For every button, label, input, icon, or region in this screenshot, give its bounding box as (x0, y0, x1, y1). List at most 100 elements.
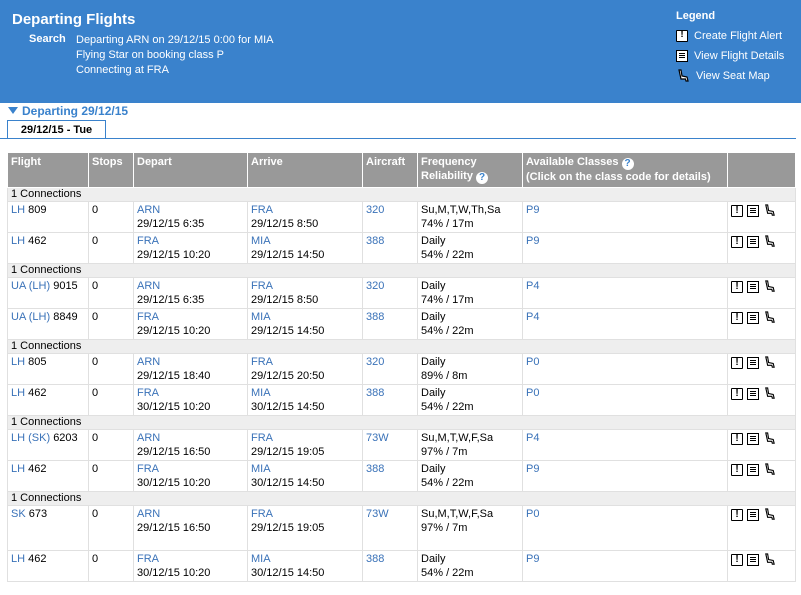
carrier-link[interactable]: LH (11, 553, 26, 565)
aircraft-link[interactable]: 388 (366, 235, 385, 247)
carrier-link[interactable]: LH (11, 204, 26, 216)
class-code-link[interactable]: P4 (526, 432, 540, 444)
class-code-link[interactable]: P4 (526, 280, 540, 292)
col-flight: Flight (7, 152, 89, 188)
details-icon[interactable] (747, 280, 759, 293)
depart-airport-link[interactable]: FRA (137, 553, 159, 565)
alert-icon[interactable] (731, 508, 743, 522)
arrive-airport-link[interactable]: FRA (251, 280, 273, 292)
depart-airport-link[interactable]: FRA (137, 387, 159, 399)
alert-icon[interactable] (731, 432, 743, 446)
carrier-link[interactable]: UA (11, 280, 26, 292)
seat-icon[interactable] (763, 387, 776, 400)
depart-airport-link[interactable]: FRA (137, 235, 159, 247)
arrive-airport-link[interactable]: MIA (251, 235, 271, 247)
carrier-link[interactable]: UA (11, 311, 26, 323)
alert-icon[interactable] (731, 553, 743, 567)
details-icon[interactable] (747, 553, 759, 566)
tab-date[interactable]: 29/12/15 - Tue (7, 120, 106, 139)
depart-cell: FRA 29/12/15 10:20 (133, 308, 248, 340)
class-code-link[interactable]: P0 (526, 508, 540, 520)
depart-airport-link[interactable]: FRA (137, 463, 159, 475)
depart-airport-link[interactable]: ARN (137, 432, 161, 444)
seat-icon[interactable] (763, 508, 776, 521)
details-icon[interactable] (747, 387, 759, 400)
alert-icon[interactable] (731, 463, 743, 477)
depart-cell: FRA 30/12/15 10:20 (133, 460, 248, 492)
carrier-link[interactable]: SK (11, 508, 26, 520)
col-classes-hint: (Click on the class code for details) (526, 171, 711, 183)
actions-cell (727, 277, 796, 309)
arrive-time: 29/12/15 19:05 (251, 446, 325, 458)
alert-icon[interactable] (731, 280, 743, 294)
details-icon[interactable] (747, 235, 759, 248)
carrier-link[interactable]: LH (11, 356, 26, 368)
arrive-airport-link[interactable]: FRA (251, 356, 273, 368)
alert-icon[interactable] (731, 311, 743, 325)
arrive-airport-link[interactable]: FRA (251, 508, 273, 520)
carrier-link[interactable]: LH (11, 432, 26, 444)
operator-link[interactable]: (SK) (28, 432, 51, 444)
operator-link[interactable]: (LH) (28, 280, 51, 292)
seat-icon[interactable] (763, 204, 776, 217)
class-code-link[interactable]: P0 (526, 356, 540, 368)
arrive-airport-link[interactable]: MIA (251, 553, 271, 565)
class-code-link[interactable]: P9 (526, 553, 540, 565)
details-icon[interactable] (747, 463, 759, 476)
actions-cell (727, 460, 796, 492)
departing-toggle[interactable]: Departing 29/12/15 (8, 104, 128, 118)
help-icon[interactable]: ? (621, 158, 634, 170)
connection-header-row: 1 Connections (7, 263, 796, 278)
aircraft-link[interactable]: 73W (366, 432, 389, 444)
aircraft-link[interactable]: 320 (366, 280, 385, 292)
alert-icon[interactable] (731, 356, 743, 370)
col-depart: Depart (133, 152, 248, 188)
aircraft-link[interactable]: 388 (366, 553, 385, 565)
alert-icon[interactable] (731, 235, 743, 249)
class-code-link[interactable]: P9 (526, 463, 540, 475)
operator-link[interactable]: (LH) (28, 311, 51, 323)
arrive-airport-link[interactable]: MIA (251, 463, 271, 475)
arrive-airport-link[interactable]: FRA (251, 432, 273, 444)
arrive-time: 29/12/15 14:50 (251, 325, 325, 337)
seat-icon[interactable] (763, 235, 776, 248)
alert-icon[interactable] (731, 204, 743, 218)
details-icon[interactable] (747, 311, 759, 324)
aircraft-link[interactable]: 388 (366, 463, 385, 475)
seat-icon[interactable] (763, 356, 776, 369)
alert-icon[interactable] (731, 387, 743, 401)
depart-airport-link[interactable]: ARN (137, 280, 161, 292)
seat-icon[interactable] (763, 280, 776, 293)
arrive-airport-link[interactable]: MIA (251, 311, 271, 323)
carrier-link[interactable]: LH (11, 235, 26, 247)
class-code-link[interactable]: P4 (526, 311, 540, 323)
arrive-airport-link[interactable]: FRA (251, 204, 273, 216)
seat-icon[interactable] (763, 553, 776, 566)
class-code-link[interactable]: P0 (526, 387, 540, 399)
details-icon[interactable] (747, 508, 759, 521)
aircraft-link[interactable]: 388 (366, 387, 385, 399)
depart-airport-link[interactable]: ARN (137, 356, 161, 368)
seat-icon[interactable] (763, 432, 776, 445)
actions-cell (727, 353, 796, 385)
search-line: Flying Star on booking class P (76, 49, 224, 61)
depart-airport-link[interactable]: ARN (137, 204, 161, 216)
carrier-link[interactable]: LH (11, 463, 26, 475)
class-code-link[interactable]: P9 (526, 235, 540, 247)
aircraft-link[interactable]: 320 (366, 356, 385, 368)
arrive-airport-link[interactable]: MIA (251, 387, 271, 399)
seat-icon[interactable] (763, 311, 776, 324)
details-icon[interactable] (747, 432, 759, 445)
help-icon[interactable]: ? (476, 172, 489, 184)
class-code-link[interactable]: P9 (526, 204, 540, 216)
carrier-link[interactable]: LH (11, 387, 26, 399)
depart-airport-link[interactable]: FRA (137, 311, 159, 323)
details-icon[interactable] (747, 356, 759, 369)
actions-cell (727, 550, 796, 582)
depart-airport-link[interactable]: ARN (137, 508, 161, 520)
seat-icon[interactable] (763, 463, 776, 476)
aircraft-link[interactable]: 388 (366, 311, 385, 323)
details-icon[interactable] (747, 204, 759, 217)
aircraft-link[interactable]: 320 (366, 204, 385, 216)
aircraft-link[interactable]: 73W (366, 508, 389, 520)
